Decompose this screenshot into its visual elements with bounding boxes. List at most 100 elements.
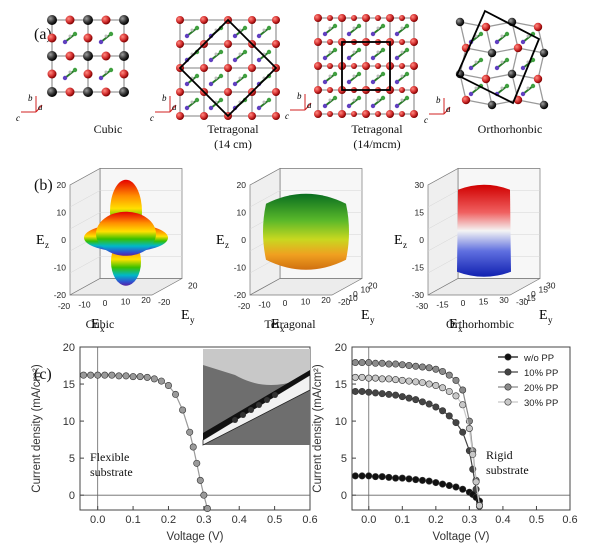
halide-atom (65, 15, 75, 25)
molecule-atom (232, 33, 238, 39)
molecule-atom (352, 50, 356, 54)
metal-atom (47, 87, 57, 97)
axis-label-c: c (150, 113, 154, 123)
data-point (385, 473, 393, 481)
molecule-atom (478, 31, 484, 37)
halide-atom (362, 62, 370, 70)
gridline (427, 190, 459, 208)
x-tick-label: 20 (141, 295, 151, 305)
molecule-atom (72, 31, 78, 37)
halide-atom (314, 62, 322, 70)
z-tick-label: -10 (54, 263, 67, 273)
y-tick-label: -20 (158, 297, 171, 307)
z-tick-label: -20 (234, 290, 247, 300)
x-tick-label: -10 (78, 300, 91, 310)
molecule-atom (474, 60, 478, 64)
halide-atom (83, 33, 93, 43)
data-point (196, 476, 204, 484)
y-tick-label: 0 (69, 490, 75, 502)
photo-cell-dot (256, 402, 262, 408)
halide-atom (351, 111, 357, 117)
metal-atom (487, 100, 497, 110)
halide-atom (101, 15, 111, 25)
z-tick-label: -10 (234, 263, 247, 273)
halide-atom (65, 51, 75, 61)
legend-label: 10% PP (524, 368, 558, 379)
x-tick-label: 0.4 (232, 514, 247, 526)
halide-atom (338, 110, 346, 118)
halide-atom (386, 110, 394, 118)
halide-atom (327, 15, 333, 21)
halide-atom (200, 112, 208, 120)
data-point (452, 392, 460, 400)
halide-atom (410, 110, 418, 118)
data-point (94, 371, 102, 379)
bond (511, 73, 519, 101)
molecule-atom (500, 34, 504, 38)
axis-label-b: b (297, 91, 302, 101)
legend: w/o PP 10% PP 20% PP 30% PP (498, 353, 558, 409)
molecule-atom (346, 79, 352, 85)
halide-atom (176, 112, 184, 120)
molecule-atom (376, 98, 380, 102)
jv-chart-rigid: 0.0 0.1 0.2 0.3 0.4 0.5 0.6 0 5 10 15 20 Voltage (V)… (312, 342, 578, 543)
data-point (445, 387, 453, 395)
data-point (432, 382, 440, 390)
molecule-atom (68, 34, 72, 38)
molecule-atom (108, 31, 114, 37)
axis-label-c: c (16, 113, 20, 123)
x-tick-label: 0.5 (267, 514, 282, 526)
molecule-atom (370, 31, 376, 37)
molecule-atom (346, 103, 352, 109)
axis-label-a: a (307, 100, 312, 110)
photo-cell-dot (264, 397, 270, 403)
molecule-atom (72, 67, 78, 73)
molecule-atom (190, 100, 194, 104)
z-axis-label: E (36, 233, 45, 248)
data-point (371, 389, 379, 397)
molecule-atom (238, 52, 242, 56)
crystal-tetragonal-14cm: bc a (150, 16, 280, 123)
halide-atom (47, 33, 57, 43)
metal-atom (487, 48, 497, 58)
bond (465, 99, 493, 106)
data-point (351, 359, 359, 367)
x-tick-label: 20 (321, 295, 331, 305)
axis-label-b: b (162, 93, 167, 103)
molecule-atom (262, 100, 266, 104)
x-tick-label: -15 (436, 300, 449, 310)
bond (517, 47, 545, 54)
data-point (392, 474, 400, 482)
molecule-atom (262, 28, 266, 32)
molecule-atom (376, 74, 380, 78)
substrate-label-rigid: Rigid (486, 448, 513, 462)
halide-atom (399, 15, 405, 21)
bond (511, 21, 539, 28)
data-point (445, 412, 453, 420)
polarization-surface-orthorhombic (457, 184, 511, 277)
substrate-label-rigid: substrate (486, 463, 529, 477)
halide-atom (248, 64, 256, 72)
molecule-atom (394, 31, 400, 37)
molecule-atom (504, 57, 510, 63)
molecule-atom (184, 33, 190, 39)
halide-atom (272, 88, 280, 96)
molecule-atom (194, 73, 200, 79)
bond (485, 26, 493, 54)
molecule-atom (62, 39, 68, 45)
y-tick-label: 20 (335, 342, 347, 354)
halide-atom (248, 16, 256, 24)
data-point (101, 371, 109, 379)
data-point (472, 485, 480, 493)
molecule-atom (468, 65, 474, 71)
axis-label-b: b (28, 93, 33, 103)
molecule-atom (256, 57, 262, 63)
axis-label-c: c (424, 115, 428, 125)
x-tick-label: 10 (301, 297, 311, 307)
z-tick-label: 0 (61, 235, 66, 245)
floor-pane (427, 278, 541, 296)
y-tick-label: 15 (335, 379, 347, 391)
molecule-atom (104, 70, 108, 74)
molecule-atom (504, 31, 510, 37)
